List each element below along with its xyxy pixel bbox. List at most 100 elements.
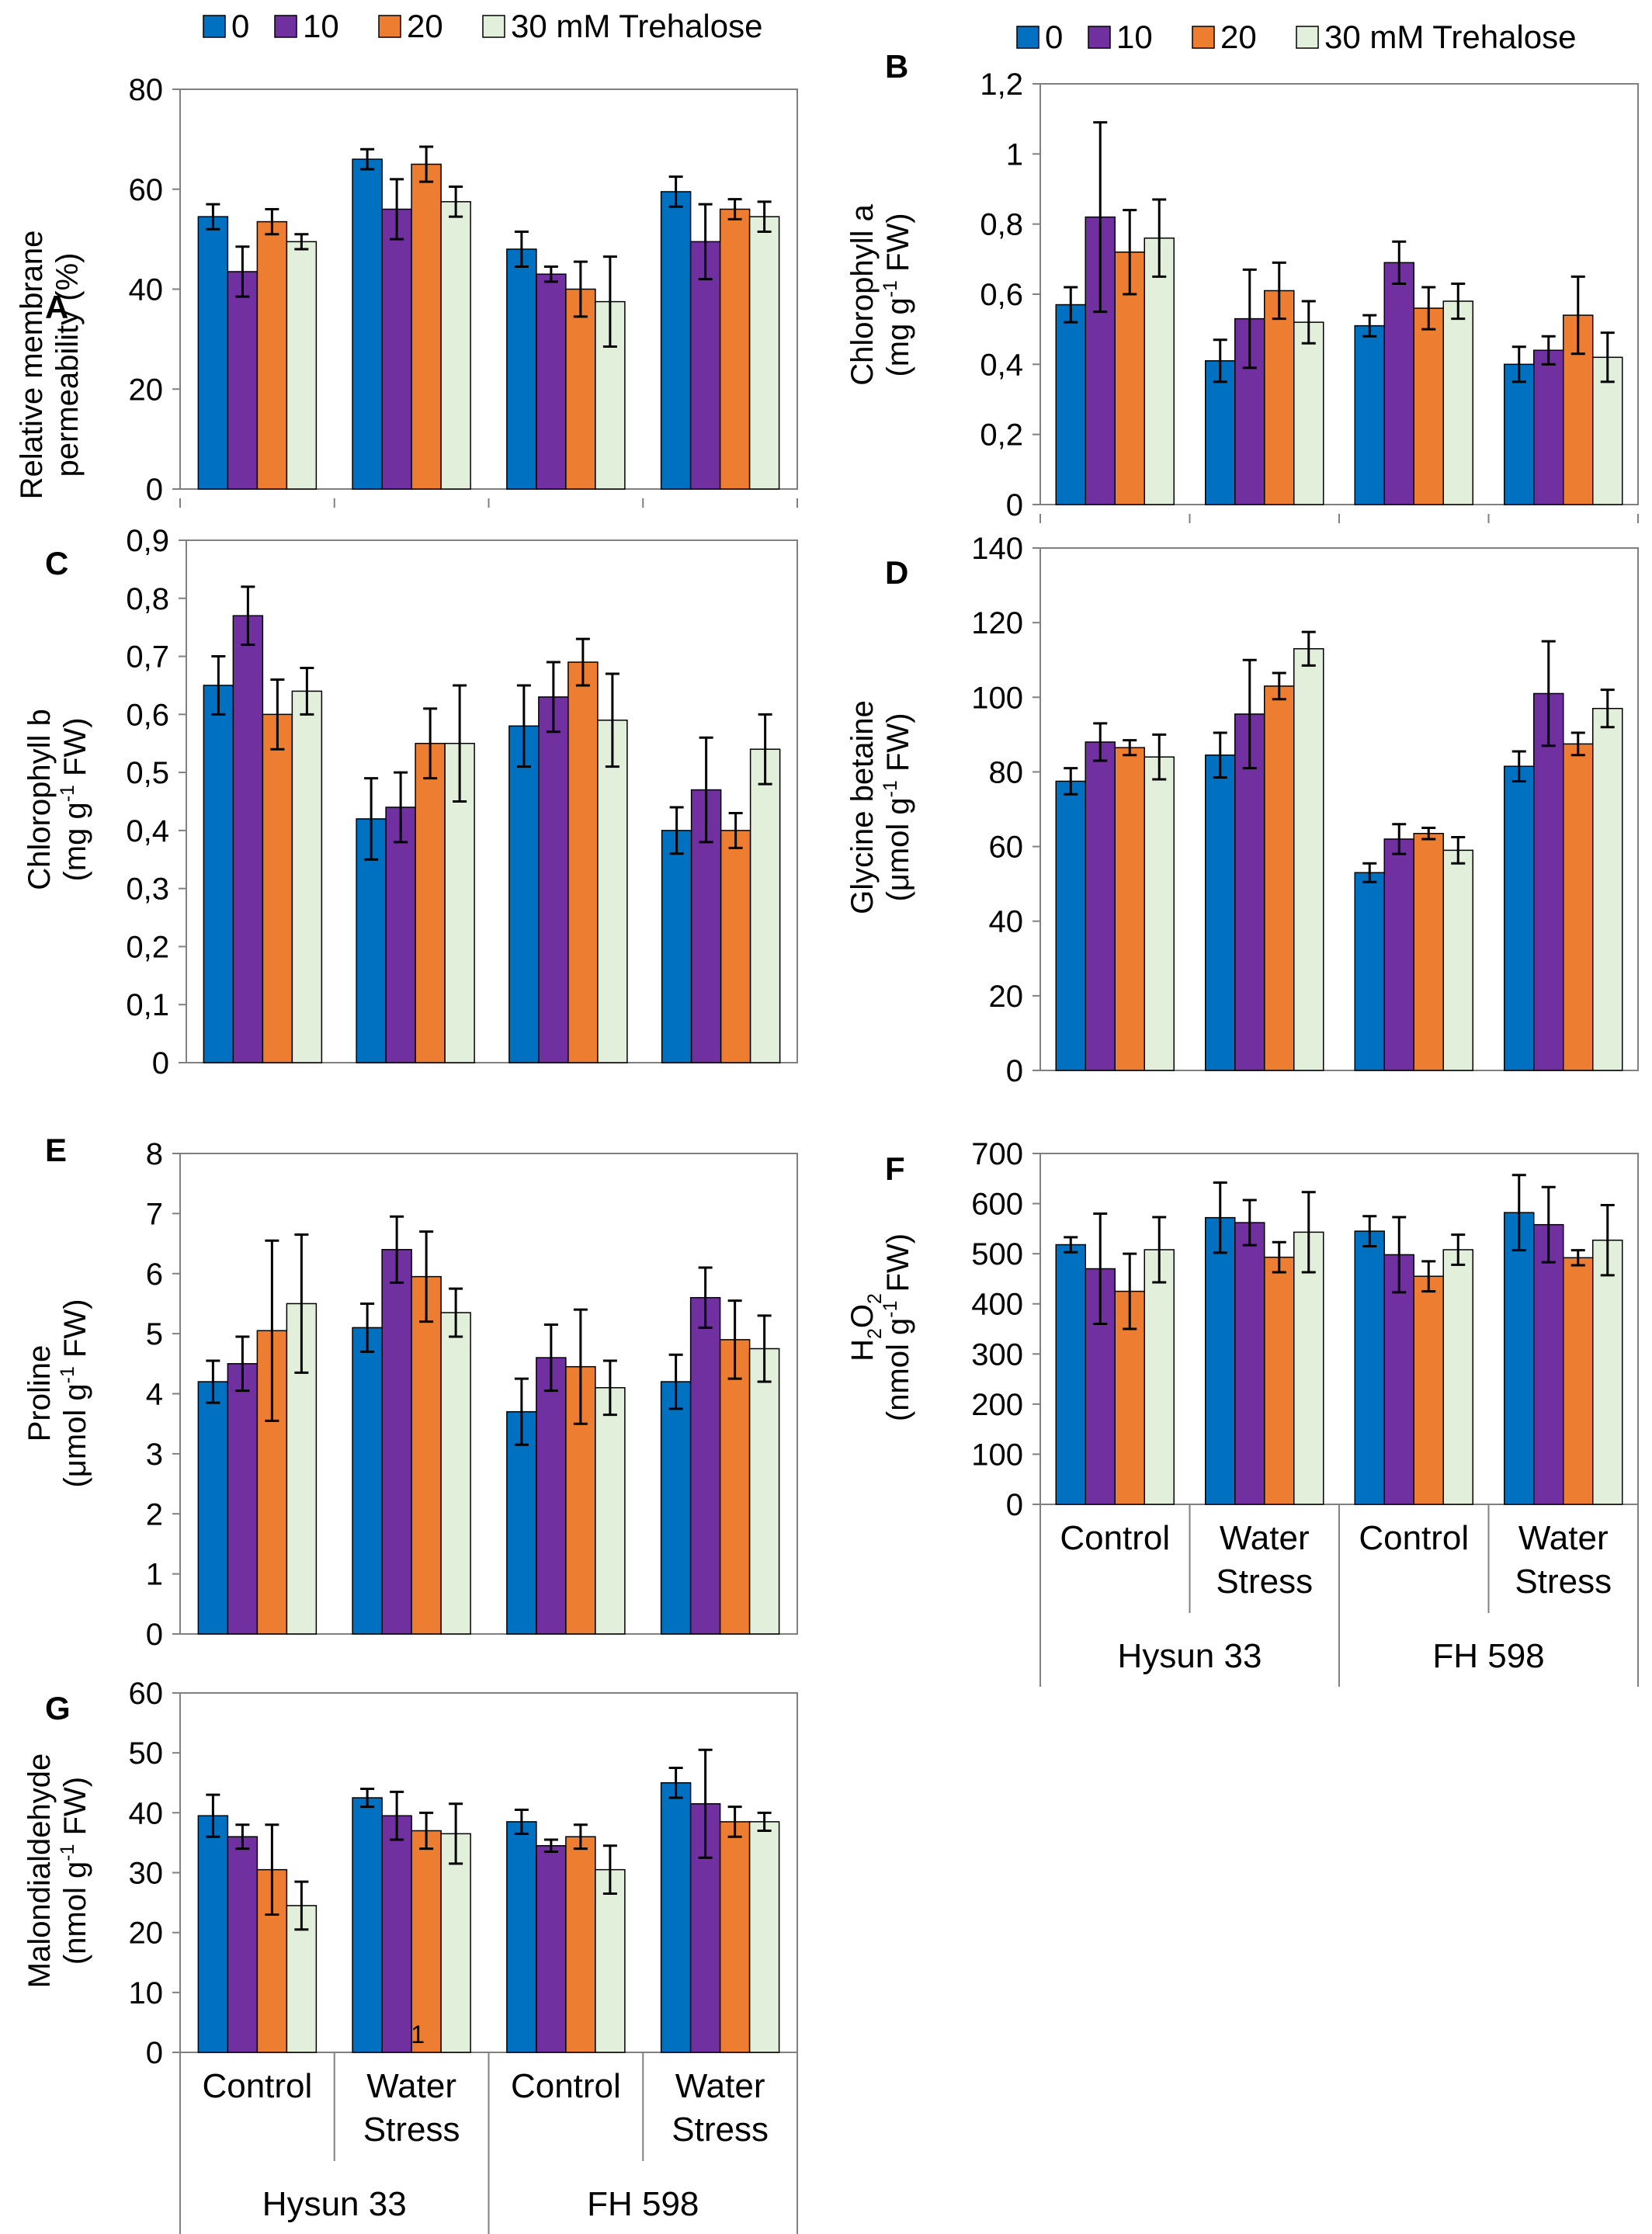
legend-label: 20 — [407, 8, 443, 44]
bar — [352, 158, 383, 490]
bar — [661, 830, 692, 1063]
y-tick-label: 1,2 — [980, 68, 1023, 102]
bar — [660, 1782, 692, 2053]
y-tick-label: 140 — [971, 532, 1023, 566]
bar — [719, 1339, 751, 1635]
treatment-label: Stress — [1216, 1563, 1313, 1601]
y-tick-label: 0,6 — [126, 698, 169, 732]
bar — [748, 1821, 780, 2053]
y-tick-label: 200 — [971, 1388, 1023, 1422]
bar — [508, 725, 540, 1063]
y-tick-label: 1 — [1006, 137, 1023, 172]
bar — [227, 1836, 259, 2053]
y-tick-label: 20 — [989, 980, 1024, 1014]
bar — [1563, 743, 1594, 1071]
y-tick-label: 700 — [971, 1137, 1023, 1171]
panel-letter: C — [45, 545, 68, 581]
y-tick-label: 0,2 — [980, 418, 1023, 453]
legend-swatch — [274, 15, 297, 38]
y-axis-label-line: H2O2 — [845, 1293, 886, 1362]
bar — [689, 1296, 721, 1635]
y-axis-label-line: (mg g-1 FW) — [880, 213, 915, 376]
cultivar-label: FH 598 — [1432, 1637, 1544, 1675]
bar — [1383, 838, 1414, 1071]
y-axis-label-line: Proline — [23, 1345, 57, 1442]
legend-label: 10 — [303, 8, 339, 44]
y-tick-label: 20 — [129, 373, 164, 407]
panel-e: E 0 1 2 3 4 5 6 7 8 Proline (μmol g-1 FW) — [23, 1132, 798, 1652]
bar — [291, 690, 323, 1063]
y-tick-label: 0,8 — [126, 582, 169, 616]
legend-swatch — [1016, 26, 1039, 49]
plot-frame — [1039, 547, 1639, 1071]
treatment-label: Stress — [1515, 1563, 1612, 1601]
y-tick-label: 300 — [971, 1337, 1023, 1372]
y-axis-label-line: (mg g-1 FW) — [57, 717, 92, 881]
legend-swatch — [1088, 26, 1111, 49]
bar — [748, 216, 780, 490]
bar — [415, 742, 446, 1063]
y-tick-label: 0 — [146, 2036, 163, 2070]
treatment-label: Water — [1220, 1519, 1310, 1557]
bar — [232, 615, 264, 1063]
bar — [749, 748, 781, 1063]
legend-label: 10 — [1116, 19, 1153, 55]
y-axis-label-line: Malondialdehyde — [23, 1754, 57, 1988]
y-tick-label: 0,3 — [126, 872, 169, 907]
bar — [411, 163, 442, 490]
legend-swatch — [482, 15, 505, 38]
legend-swatch — [1296, 26, 1319, 49]
y-tick-label: 0 — [152, 1046, 169, 1081]
panel-f: F 0 100 200 300 400 500 600 700 H2O2(nmol g-1 FW)… — [845, 1137, 1639, 1687]
y-tick-label: 0 — [146, 473, 163, 507]
y-tick-label: 0 — [1006, 1054, 1023, 1088]
bar — [597, 720, 628, 1063]
cultivar-label: FH 598 — [587, 2185, 699, 2223]
y-axis-label: Malondialdehyde (nmol g-1 FW) — [23, 1754, 92, 1988]
treatment-label: Control — [202, 2067, 312, 2105]
y-axis-label: Relative membrane permeability (%) — [15, 231, 85, 500]
treatment-label: Control — [511, 2067, 621, 2105]
treatment-label: Water — [1518, 1519, 1609, 1557]
bar — [1293, 1231, 1324, 1505]
bar — [227, 1363, 259, 1635]
bar — [595, 1868, 626, 2053]
y-tick-label: 40 — [129, 1796, 164, 1830]
bar — [1234, 1222, 1265, 1505]
bar — [1413, 832, 1444, 1071]
panel-letter: B — [885, 48, 908, 85]
bar — [1055, 304, 1086, 505]
treatment-label: Stress — [672, 2111, 769, 2149]
bar — [1354, 1230, 1385, 1505]
bar — [565, 1836, 596, 2053]
legend-label: 0 — [231, 8, 249, 44]
treatment-label: Water — [366, 2067, 456, 2105]
bar — [1442, 300, 1473, 505]
panel-letter: E — [45, 1132, 67, 1168]
bar — [381, 1249, 412, 1635]
bar — [262, 713, 293, 1063]
bar — [1413, 1275, 1444, 1505]
legend-label: 30 mM Trehalose — [511, 8, 762, 44]
panel-letter: G — [45, 1690, 71, 1726]
bar — [197, 216, 229, 490]
panel-d: D 0 20 40 60 80 100 120 140 Glycine betaine (μmol … — [845, 532, 1639, 1088]
bar — [1264, 1256, 1295, 1505]
category-axis: Control Water Stress Control Water Stress Hysu… — [179, 2052, 798, 2234]
bar — [1293, 321, 1324, 505]
bar — [1442, 1249, 1473, 1505]
y-tick-label: 60 — [129, 173, 164, 207]
y-axis-label: Chlorophyll a (mg g-1 FW) — [845, 204, 915, 386]
panel-g: G 0 10 20 30 40 50 60 Malondialdehyde (nmol g-1 F… — [23, 1677, 798, 2234]
y-axis-label: Proline (μmol g-1 FW) — [23, 1299, 92, 1487]
bar — [352, 1797, 383, 2053]
bar — [1533, 1223, 1564, 1505]
bar — [256, 220, 288, 490]
y-tick-label: 10 — [129, 1976, 164, 2010]
category-axis: Control Water Stress Control Water Stress Hysu… — [1039, 1504, 1639, 1687]
y-tick-label: 0 — [1006, 1488, 1023, 1522]
bar — [567, 661, 599, 1063]
bar — [1504, 363, 1535, 505]
y-tick-label: 0,1 — [126, 988, 169, 1022]
